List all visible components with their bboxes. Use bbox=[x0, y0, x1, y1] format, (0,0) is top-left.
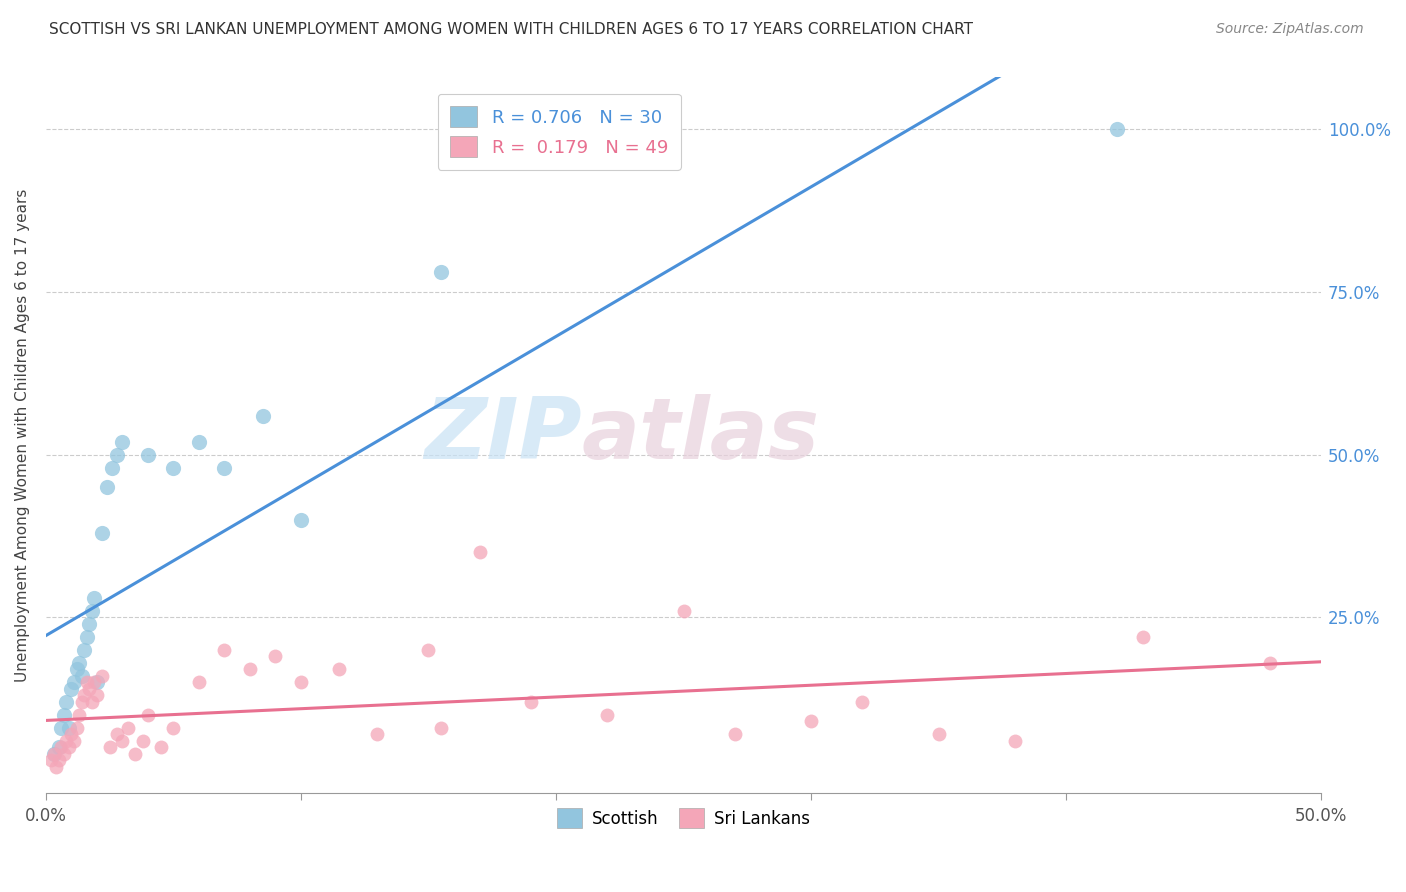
Point bbox=[51, 721, 73, 735]
Point bbox=[430, 265, 453, 279]
Point bbox=[42, 747, 65, 761]
Point bbox=[98, 740, 121, 755]
Point bbox=[76, 675, 98, 690]
Point bbox=[1258, 656, 1281, 670]
Point bbox=[48, 753, 70, 767]
Point bbox=[328, 662, 350, 676]
Point bbox=[105, 727, 128, 741]
Point bbox=[800, 714, 823, 728]
Point bbox=[58, 740, 80, 755]
Point bbox=[65, 721, 87, 735]
Point bbox=[132, 733, 155, 747]
Point bbox=[851, 695, 873, 709]
Point bbox=[672, 604, 695, 618]
Point bbox=[117, 721, 139, 735]
Point bbox=[149, 740, 172, 755]
Point bbox=[418, 642, 440, 657]
Point bbox=[83, 591, 105, 605]
Point bbox=[214, 642, 236, 657]
Point bbox=[290, 675, 312, 690]
Point bbox=[430, 721, 453, 735]
Point bbox=[83, 675, 105, 690]
Point bbox=[60, 681, 83, 696]
Point bbox=[86, 675, 108, 690]
Y-axis label: Unemployment Among Women with Children Ages 6 to 17 years: Unemployment Among Women with Children A… bbox=[15, 188, 30, 681]
Point bbox=[52, 747, 75, 761]
Point bbox=[1105, 122, 1128, 136]
Point bbox=[366, 727, 388, 741]
Point bbox=[51, 740, 73, 755]
Point bbox=[239, 662, 262, 676]
Point bbox=[58, 721, 80, 735]
Point bbox=[162, 721, 184, 735]
Point bbox=[42, 747, 65, 761]
Point bbox=[73, 642, 96, 657]
Point bbox=[39, 753, 62, 767]
Point bbox=[519, 695, 541, 709]
Point bbox=[60, 727, 83, 741]
Point bbox=[73, 688, 96, 702]
Point bbox=[65, 662, 87, 676]
Point bbox=[70, 668, 93, 682]
Point bbox=[67, 656, 90, 670]
Point bbox=[86, 688, 108, 702]
Text: SCOTTISH VS SRI LANKAN UNEMPLOYMENT AMONG WOMEN WITH CHILDREN AGES 6 TO 17 YEARS: SCOTTISH VS SRI LANKAN UNEMPLOYMENT AMON… bbox=[49, 22, 973, 37]
Point bbox=[55, 733, 77, 747]
Point bbox=[136, 707, 159, 722]
Point bbox=[80, 695, 103, 709]
Text: Source: ZipAtlas.com: Source: ZipAtlas.com bbox=[1216, 22, 1364, 37]
Point bbox=[252, 409, 274, 423]
Point bbox=[48, 740, 70, 755]
Point bbox=[96, 480, 118, 494]
Point bbox=[63, 733, 86, 747]
Point bbox=[188, 434, 211, 449]
Point bbox=[162, 460, 184, 475]
Point bbox=[264, 649, 287, 664]
Point bbox=[101, 460, 124, 475]
Point bbox=[214, 460, 236, 475]
Point bbox=[111, 434, 134, 449]
Point bbox=[928, 727, 950, 741]
Point bbox=[79, 616, 101, 631]
Point bbox=[188, 675, 211, 690]
Point bbox=[1004, 733, 1026, 747]
Point bbox=[52, 707, 75, 722]
Point bbox=[63, 675, 86, 690]
Point bbox=[91, 525, 114, 540]
Point bbox=[468, 545, 491, 559]
Point bbox=[136, 448, 159, 462]
Legend: Scottish, Sri Lankans: Scottish, Sri Lankans bbox=[551, 802, 817, 834]
Point bbox=[124, 747, 146, 761]
Point bbox=[111, 733, 134, 747]
Point bbox=[105, 448, 128, 462]
Point bbox=[290, 512, 312, 526]
Point bbox=[1132, 630, 1154, 644]
Point bbox=[67, 707, 90, 722]
Point bbox=[79, 681, 101, 696]
Point bbox=[76, 630, 98, 644]
Text: atlas: atlas bbox=[582, 393, 820, 476]
Point bbox=[91, 668, 114, 682]
Point bbox=[80, 604, 103, 618]
Text: ZIP: ZIP bbox=[423, 393, 582, 476]
Point bbox=[45, 759, 67, 773]
Point bbox=[723, 727, 745, 741]
Point bbox=[70, 695, 93, 709]
Point bbox=[55, 695, 77, 709]
Point bbox=[596, 707, 619, 722]
